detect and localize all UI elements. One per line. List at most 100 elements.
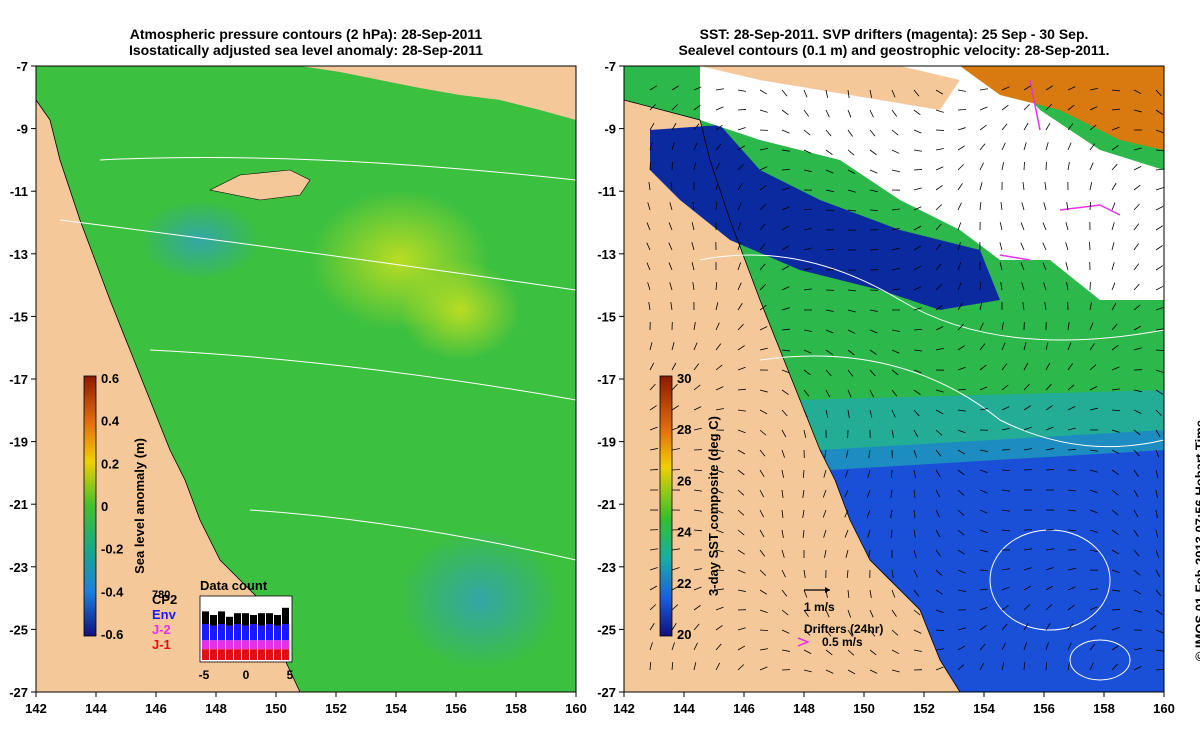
count-bar xyxy=(266,640,273,650)
velocity-arrow xyxy=(847,289,856,292)
velocity-arrow xyxy=(957,366,966,371)
velocity-arrow xyxy=(1155,245,1163,251)
right-cloud xyxy=(700,66,1164,300)
data-count-top-label: 780 xyxy=(152,589,170,601)
velocity-arrow xyxy=(1001,123,1008,131)
left-map xyxy=(36,66,576,692)
velocity-arrow xyxy=(1111,126,1120,131)
mission-label: J-2 xyxy=(152,622,171,637)
velocity-arrow xyxy=(1133,347,1142,351)
velocity-arrow xyxy=(1155,529,1159,538)
velocity-arrow xyxy=(691,262,695,271)
velocity-arrow xyxy=(1155,129,1164,134)
velocity-arrow xyxy=(1111,469,1119,475)
velocity-arrow xyxy=(1067,509,1076,512)
velocity-arrow xyxy=(759,469,765,478)
velocity-arrow xyxy=(935,409,944,415)
count-bar xyxy=(218,611,225,624)
x-tick-label: 160 xyxy=(1153,701,1175,716)
velocity-arrow xyxy=(891,589,896,598)
velocity-arrow xyxy=(935,589,943,595)
velocity-arrow xyxy=(999,242,1003,251)
velocity-arrow xyxy=(737,529,745,536)
velocity-arrow xyxy=(869,349,877,355)
velocity-arrow xyxy=(1133,89,1142,95)
x-tick-label: 144 xyxy=(673,701,695,716)
velocity-arrow xyxy=(935,549,942,557)
velocity-arrow xyxy=(803,389,810,397)
velocity-arrow xyxy=(693,123,700,131)
velocity-arrow xyxy=(1155,629,1164,634)
velocity-arrow xyxy=(759,569,767,576)
x-tick-label: 144 xyxy=(85,701,107,716)
velocity-arrow xyxy=(1001,529,1010,532)
velocity-arrow xyxy=(737,202,742,211)
velocity-arrow xyxy=(1089,182,1093,191)
count-bar xyxy=(266,649,273,660)
velocity-arrow xyxy=(1020,262,1025,271)
x-tick-label: 158 xyxy=(1093,701,1115,716)
velocity-arrow xyxy=(671,642,675,651)
velocity-arrow xyxy=(825,129,832,137)
count-bar xyxy=(234,640,241,650)
velocity-arrow xyxy=(737,109,747,111)
velocity-arrow xyxy=(1020,222,1025,231)
left-png-land xyxy=(300,66,576,120)
velocity-arrow xyxy=(693,322,696,331)
velocity-arrow xyxy=(957,627,966,631)
velocity-arrow xyxy=(737,222,742,231)
colorbar-tick-label: -0.6 xyxy=(101,627,123,642)
sla-colorbar-label: Sea level anomaly (m) xyxy=(132,438,147,574)
velocity-arrow xyxy=(847,389,852,398)
velocity-arrow xyxy=(913,629,922,634)
velocity-arrow xyxy=(1111,182,1117,191)
velocity-arrow xyxy=(737,89,746,92)
velocity-arrow xyxy=(957,242,961,251)
y-tick-label: -13 xyxy=(597,247,616,262)
velocity-arrow xyxy=(825,329,834,334)
velocity-arrow xyxy=(913,286,922,291)
velocity-arrow xyxy=(781,328,790,331)
velocity-arrow xyxy=(1045,548,1054,551)
velocity-arrow xyxy=(913,265,922,271)
velocity-arrow xyxy=(1023,642,1027,651)
velocity-arrow xyxy=(935,223,942,231)
velocity-arrow xyxy=(935,529,941,538)
velocity-arrow xyxy=(737,509,745,516)
velocity-arrow xyxy=(668,222,673,231)
velocity-arrow xyxy=(737,303,743,311)
velocity-arrow xyxy=(869,609,874,618)
colorbar-tick-label: 0.2 xyxy=(101,456,119,471)
velocity-arrow xyxy=(737,145,745,151)
count-bar xyxy=(250,649,257,660)
velocity-arrow xyxy=(803,609,809,617)
velocity-arrow xyxy=(1111,429,1120,433)
right-title: SST: 28-Sep-2011. SVP drifters (magenta)… xyxy=(624,26,1164,58)
velocity-arrow xyxy=(715,386,724,391)
velocity-arrow xyxy=(1023,122,1029,131)
velocity-arrow xyxy=(759,148,768,151)
count-bar xyxy=(242,640,249,650)
velocity-arrow xyxy=(957,222,962,231)
velocity-arrow xyxy=(1089,643,1096,651)
velocity-arrow xyxy=(979,282,982,291)
velocity-arrow xyxy=(715,302,719,311)
velocity-arrow xyxy=(1133,203,1140,211)
velocity-arrow xyxy=(913,589,920,597)
velocity-arrow xyxy=(1111,388,1120,391)
velocity-arrow xyxy=(781,549,785,558)
velocity-arrow xyxy=(1133,569,1141,576)
velocity-arrow xyxy=(715,509,724,514)
velocity-arrow xyxy=(1155,389,1163,395)
velocity-arrow xyxy=(979,408,988,411)
velocity-arrow xyxy=(979,449,988,453)
velocity-arrow xyxy=(802,489,805,498)
velocity-arrow xyxy=(1067,162,1070,171)
y-tick-label: -17 xyxy=(9,372,28,387)
count-bar xyxy=(218,649,225,660)
velocity-arrow xyxy=(1089,529,1098,533)
velocity-arrow xyxy=(693,586,702,591)
velocity-arrow xyxy=(890,509,893,518)
velocity-arrow xyxy=(869,409,873,418)
velocity-arrow xyxy=(846,569,849,579)
